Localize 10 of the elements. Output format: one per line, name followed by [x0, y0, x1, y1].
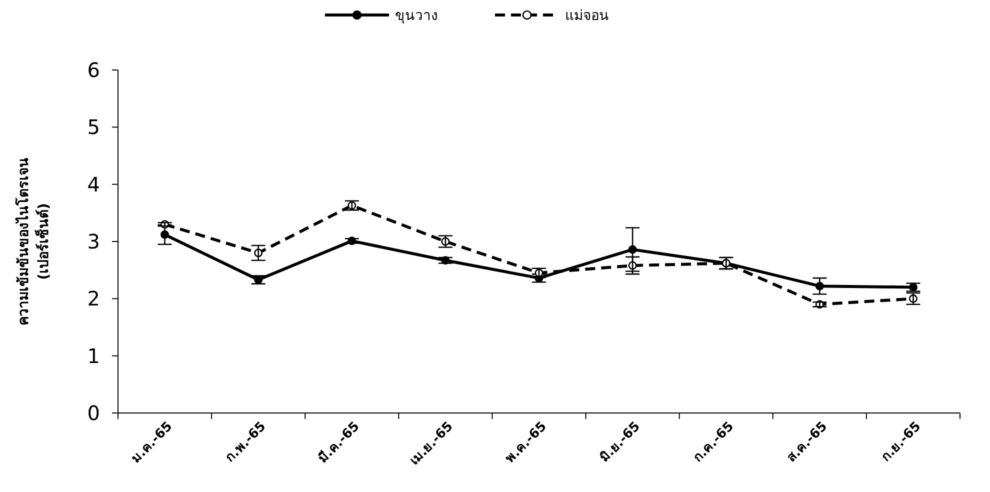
y-axis-title: ความเข้มข้นของไนโตรเจน (เปอร์เซ็นต์)	[14, 158, 52, 326]
y-tick-label: 3	[87, 230, 100, 254]
y-tick-label: 6	[87, 58, 100, 82]
y-tick-label: 5	[87, 115, 100, 140]
y-tick-label: 2	[87, 286, 100, 311]
y-tick-label: 0	[87, 401, 100, 425]
y-tick-label: 1	[87, 344, 100, 368]
legend-label: แม่จอน	[565, 8, 609, 24]
legend-label: ขุนวาง	[395, 8, 438, 24]
y-tick-label: 4	[87, 172, 100, 196]
